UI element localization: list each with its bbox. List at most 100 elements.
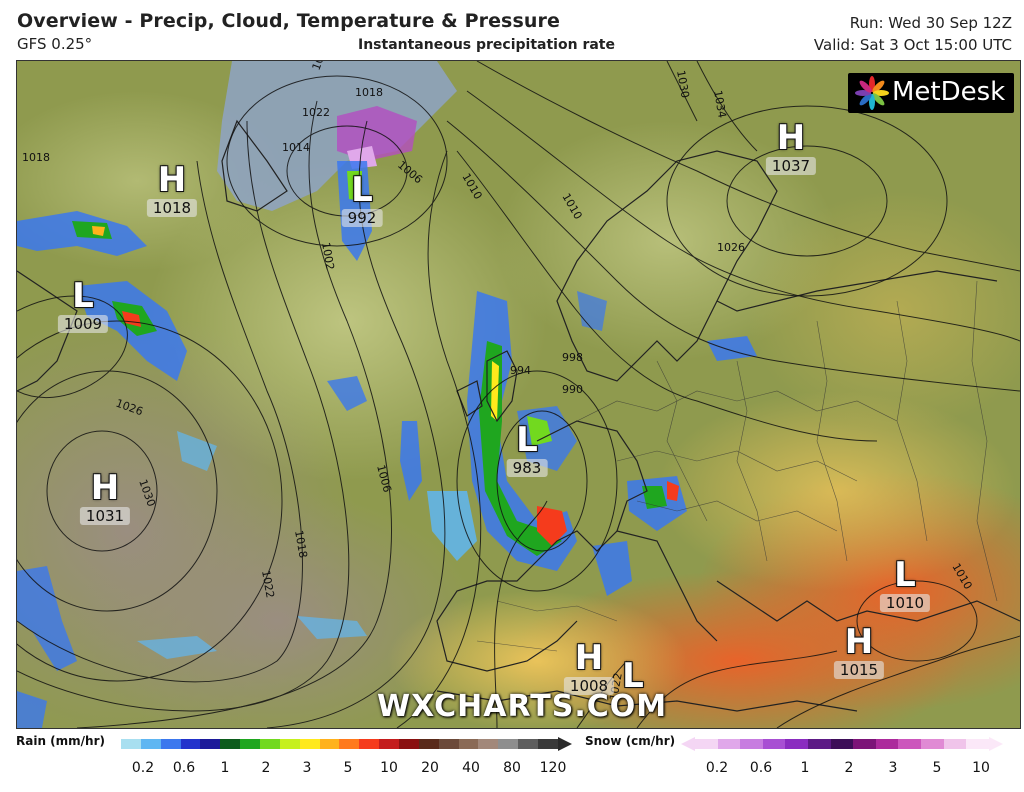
legend-tick-label: 5	[932, 760, 942, 776]
legend-swatch	[830, 739, 854, 749]
legend-tick-label: 80	[503, 760, 521, 776]
pressure-system-high: H 1008	[563, 638, 615, 695]
snow-legend: Snow (cm/hr) 0.2 0.6 1 2 3 5 10	[585, 734, 1019, 792]
rain-bar-arrow	[558, 737, 572, 751]
run-time: Run: Wed 30 Sep 12Z	[849, 14, 1012, 32]
legend-swatch	[319, 739, 340, 749]
map-canvas: 1026 1022 1018 1014 1010 1006 1002 998 9…	[17, 61, 1020, 728]
rain-legend-title: Rain (mm/hr)	[16, 734, 105, 748]
metdesk-logo-text: MetDesk	[892, 77, 1006, 107]
legend-swatch	[200, 739, 221, 749]
pressure-letter: H	[574, 638, 604, 678]
legend-tick-label: 2	[261, 760, 271, 776]
snow-bar-arrow-left	[681, 737, 695, 751]
legend-tick-label: 0.2	[705, 760, 729, 776]
pressure-value: 1009	[57, 315, 109, 333]
legend-swatch	[943, 739, 967, 749]
pressure-system-high: H 1018	[146, 160, 198, 217]
legend-swatch	[140, 739, 161, 749]
rain-legend: Rain (mm/hr) 0.2 0.6 1 2 3 5 10 20 40 80 120	[16, 734, 576, 792]
legend-swatch	[339, 739, 360, 749]
pressure-system-high: H 1037	[765, 118, 817, 175]
legend-swatch	[898, 739, 922, 749]
legend-tick-label: 3	[888, 760, 898, 776]
snow-legend-title: Snow (cm/hr)	[585, 734, 676, 748]
pressure-value: 1018	[146, 199, 198, 217]
chart-title: Overview - Precip, Cloud, Temperature & …	[17, 10, 560, 32]
legend-swatch	[717, 739, 741, 749]
pressure-letter: H	[157, 160, 187, 200]
legend-swatch	[379, 739, 400, 749]
pressure-system-high: H 1015	[833, 622, 885, 679]
legend-tick-label: 0.6	[172, 760, 196, 776]
pressure-system-low: L 983	[506, 420, 548, 477]
wxcharts-watermark: WXCHARTS.COM	[377, 689, 668, 724]
legend-swatch	[875, 739, 899, 749]
pressure-system-low: L 1010	[879, 558, 931, 612]
pressure-value: 1010	[879, 594, 931, 612]
valid-time: Valid: Sat 3 Oct 15:00 UTC	[813, 36, 1012, 54]
pressure-value: 1008	[563, 677, 615, 695]
pressure-value: 1037	[765, 157, 817, 175]
legend-tick-label: 0.6	[749, 760, 773, 776]
legend-tick-label: 5	[343, 760, 353, 776]
pressure-value: 992	[341, 209, 383, 227]
pressure-letter: H	[776, 118, 806, 158]
pressure-letter: H	[844, 622, 874, 662]
legend-swatch	[260, 739, 280, 749]
legend-tick-label: 0.2	[131, 760, 155, 776]
legend-swatch	[240, 739, 261, 749]
legend-swatch	[921, 739, 944, 749]
legend-tick-label: 2	[844, 760, 854, 776]
legend-tick-label: 3	[302, 760, 312, 776]
pressure-letter: L	[72, 276, 94, 316]
isobar-label: 1018	[355, 86, 383, 99]
pressure-value: 1031	[79, 507, 131, 525]
isobars	[17, 61, 1020, 728]
legend-swatch	[279, 739, 300, 749]
isobar-label: 1002	[319, 241, 337, 271]
legend-swatch	[359, 739, 380, 749]
pressure-letter: H	[90, 468, 120, 508]
isobar-label: 1030	[674, 69, 692, 99]
legend-swatch	[458, 739, 479, 749]
pressure-value: 1015	[833, 661, 885, 679]
legend-swatch	[538, 739, 558, 749]
legend-tick-label: 10	[380, 760, 398, 776]
legend-swatch	[121, 739, 141, 749]
legend-swatch	[853, 739, 876, 749]
pressure-system-low: L	[622, 659, 644, 693]
legend-tick-label: 1	[220, 760, 230, 776]
pressure-value: 983	[506, 459, 548, 477]
legend-swatch	[518, 739, 539, 749]
model-name: GFS 0.25°	[17, 35, 93, 53]
legend-tick-label: 1	[800, 760, 810, 776]
legend-swatch	[438, 739, 459, 749]
pressure-letter: L	[516, 420, 538, 460]
precip-areas	[17, 161, 757, 728]
isobar-label: 990	[562, 383, 583, 396]
pressure-letter: L	[622, 656, 644, 696]
legend-swatch	[740, 739, 763, 749]
legend-swatch	[478, 739, 499, 749]
legend-swatch	[695, 739, 718, 749]
isobar-label: 998	[562, 351, 583, 364]
metdesk-logo-icon	[855, 76, 889, 110]
snow-bar-arrow-right	[989, 737, 1003, 751]
isobar-label: 1022	[302, 106, 330, 119]
isobar-label: 1026	[717, 241, 745, 254]
legend-tick-label: 40	[462, 760, 480, 776]
legend-swatch	[966, 739, 989, 749]
isobar-label: 1014	[282, 141, 310, 154]
pressure-system-high: H 1031	[79, 468, 131, 525]
legend-swatch	[180, 739, 201, 749]
legend-swatch	[160, 739, 181, 749]
isobar-label: 1018	[292, 529, 310, 559]
chart-header: Overview - Precip, Cloud, Temperature & …	[0, 0, 1024, 60]
isobar-label: 1018	[22, 151, 50, 164]
metdesk-logo: MetDesk	[848, 73, 1014, 113]
pressure-letter: L	[351, 170, 373, 210]
legend-tick-label: 20	[421, 760, 439, 776]
isobar-label: 1034	[711, 89, 729, 119]
legend-swatch	[418, 739, 439, 749]
